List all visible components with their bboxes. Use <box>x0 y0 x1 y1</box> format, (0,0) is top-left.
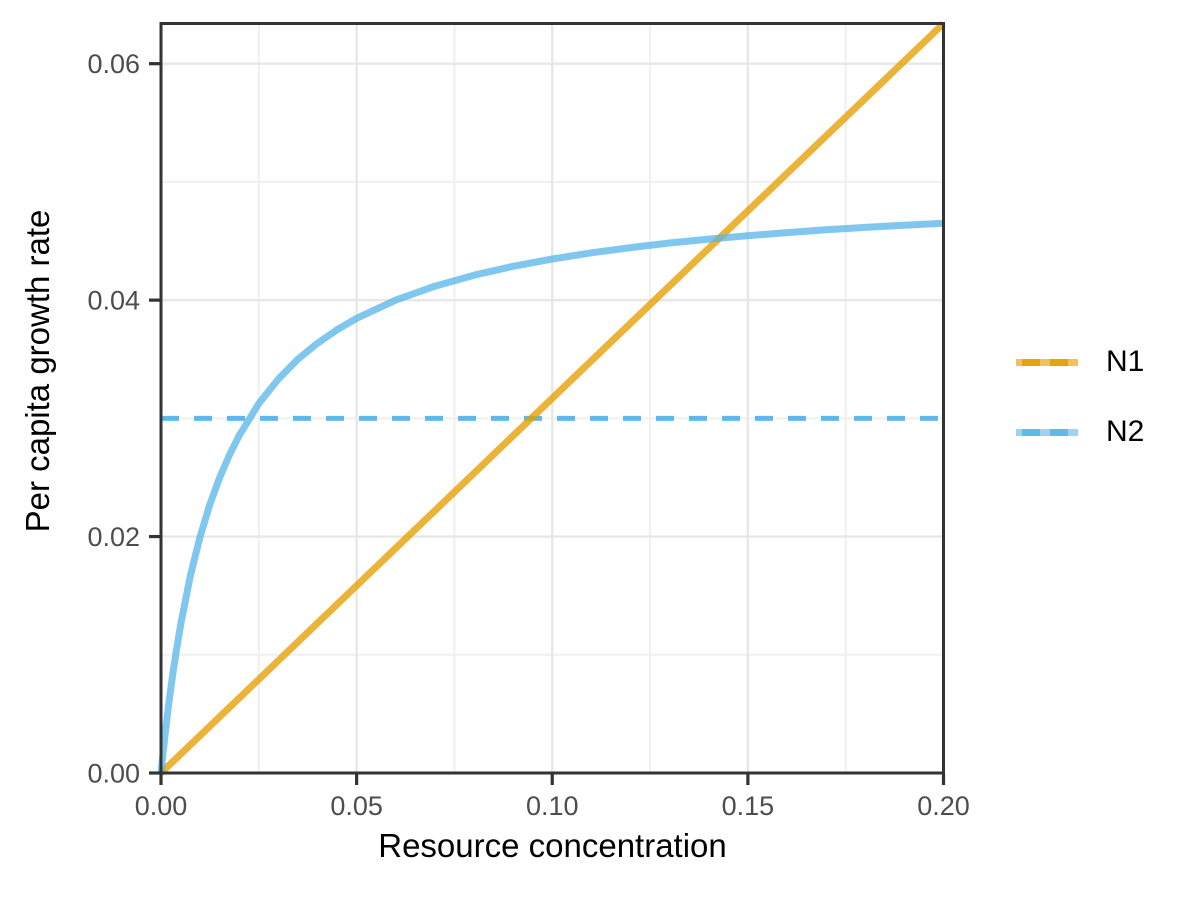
legend-key-n2-line-icon <box>1016 428 1078 436</box>
legend-label-n1: N1 <box>1106 345 1145 378</box>
y-axis-title: Per capita growth rate <box>19 209 56 533</box>
x-tick-label: 0.20 <box>917 791 970 821</box>
legend-label-n2: N2 <box>1106 415 1145 448</box>
y-tick-label: 0.04 <box>87 286 140 316</box>
series-N1 <box>158 20 946 776</box>
x-tick-label: 0.10 <box>526 791 579 821</box>
legend-key-n1-line-icon <box>1016 358 1078 366</box>
x-tick-label: 0.15 <box>722 791 775 821</box>
x-axis-title: Resource concentration <box>378 827 727 864</box>
y-tick-label: 0.06 <box>87 49 140 79</box>
legend-item-n2: N2 <box>1016 397 1144 467</box>
y-tick-label: 0.02 <box>87 522 140 552</box>
x-tick-label: 0.00 <box>135 791 188 821</box>
legend: N1 N2 <box>1016 327 1144 467</box>
legend-item-n1: N1 <box>1016 327 1144 397</box>
x-tick-label: 0.05 <box>330 791 383 821</box>
series-N2 <box>157 219 944 774</box>
y-tick-label: 0.00 <box>87 759 140 789</box>
